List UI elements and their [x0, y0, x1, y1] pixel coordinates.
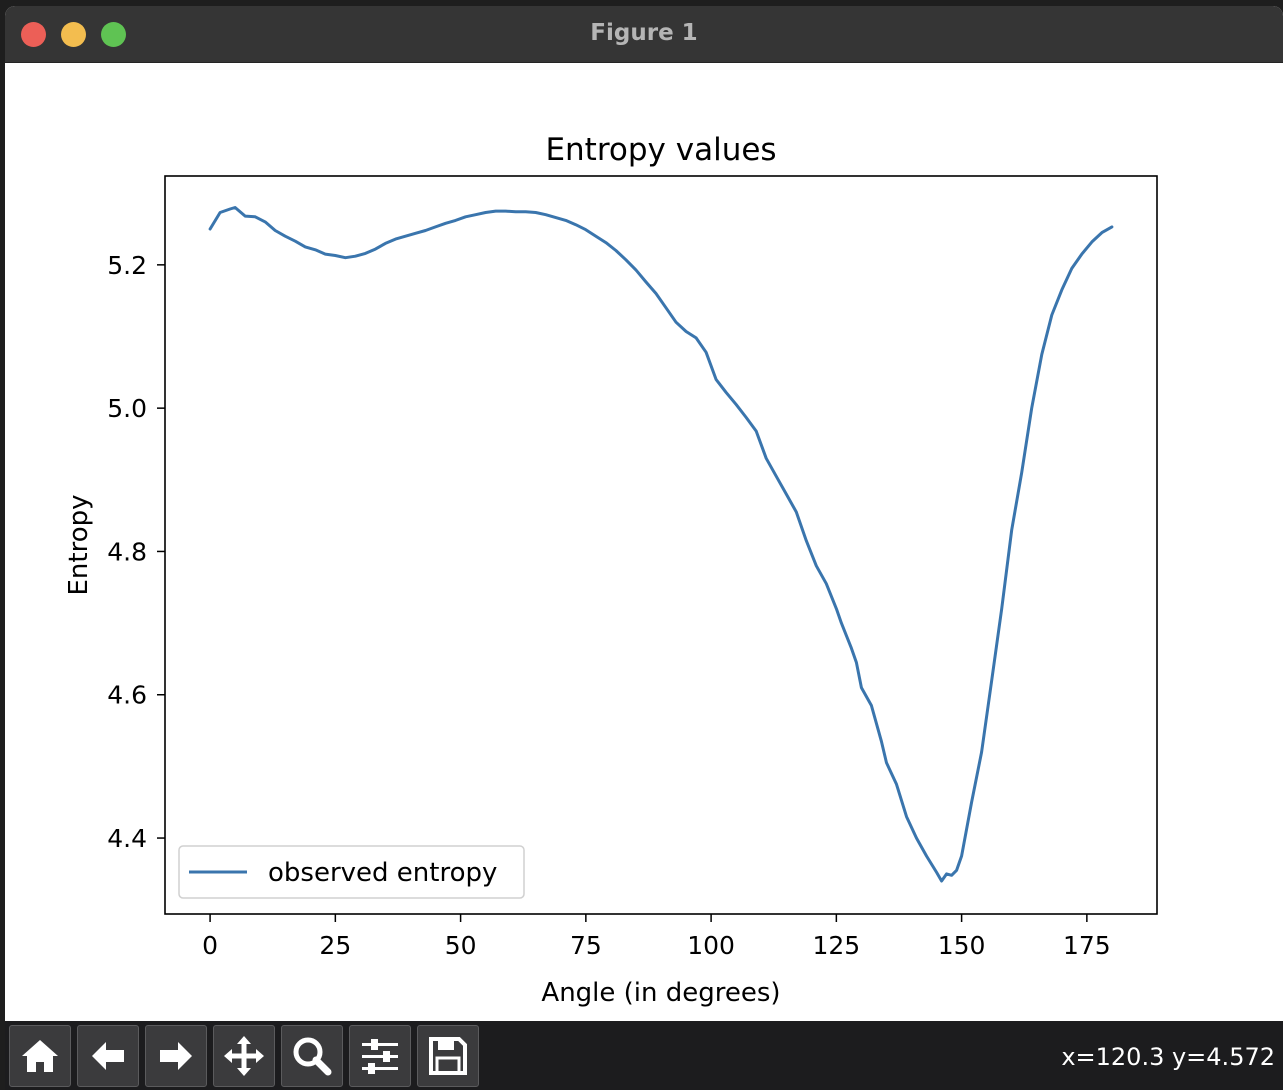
- window-title: Figure 1: [590, 20, 698, 46]
- navigation-toolbar: x=120.3 y=4.572: [5, 1021, 1283, 1090]
- y-tick-label: 4.4: [107, 824, 147, 853]
- zoom-button[interactable]: [281, 1025, 343, 1087]
- close-window-button[interactable]: [21, 22, 46, 47]
- y-tick-label: 4.6: [107, 681, 147, 710]
- arrow-left-icon: [92, 1042, 124, 1070]
- sliders-icon: [362, 1039, 398, 1074]
- y-axis-label: Entropy: [64, 494, 94, 595]
- save-figure-button[interactable]: [417, 1025, 479, 1087]
- move-icon: [224, 1036, 264, 1076]
- home-button[interactable]: [9, 1025, 71, 1087]
- series-line-observed-entropy: [208, 206, 1114, 883]
- plot-frame: [164, 175, 1158, 915]
- y-tick-label: 5.2: [107, 251, 147, 280]
- magnifier-icon: [293, 1037, 332, 1076]
- legend-entry: observed entropy: [268, 858, 497, 888]
- home-icon: [22, 1040, 58, 1072]
- maximize-window-button[interactable]: [101, 22, 126, 47]
- minimize-window-button[interactable]: [61, 22, 86, 47]
- y-tick-label: 5.0: [107, 394, 147, 423]
- x-tick-label: 125: [812, 931, 860, 960]
- x-tick-label: 100: [687, 931, 735, 960]
- x-tick-label: 0: [202, 931, 218, 960]
- x-tick-label: 75: [570, 931, 602, 960]
- figure-window: Figure 1 Entropy values Angle (in degrees…: [5, 6, 1283, 1090]
- legend-box: [178, 845, 525, 899]
- back-button[interactable]: [77, 1025, 139, 1087]
- cursor-coordinates: x=120.3 y=4.572: [1061, 1043, 1275, 1071]
- line-chart: Entropy values Angle (in degrees) Entropy 0…: [64, 132, 1158, 1008]
- x-tick-label: 25: [319, 931, 351, 960]
- x-tick-label: 175: [1063, 931, 1111, 960]
- figure-canvas[interactable]: Entropy values Angle (in degrees) Entropy 0…: [5, 63, 1283, 1021]
- x-tick-label: 50: [445, 931, 477, 960]
- y-tick-label: 4.8: [107, 537, 147, 566]
- chart-title: Entropy values: [545, 132, 776, 168]
- arrow-right-icon: [160, 1042, 192, 1070]
- forward-button[interactable]: [145, 1025, 207, 1087]
- pan-button[interactable]: [213, 1025, 275, 1087]
- configure-subplots-button[interactable]: [349, 1025, 411, 1087]
- floppy-disk-icon: [429, 1037, 467, 1075]
- title-bar: Figure 1: [5, 6, 1283, 63]
- x-tick-label: 150: [938, 931, 986, 960]
- x-axis-label: Angle (in degrees): [541, 978, 780, 1008]
